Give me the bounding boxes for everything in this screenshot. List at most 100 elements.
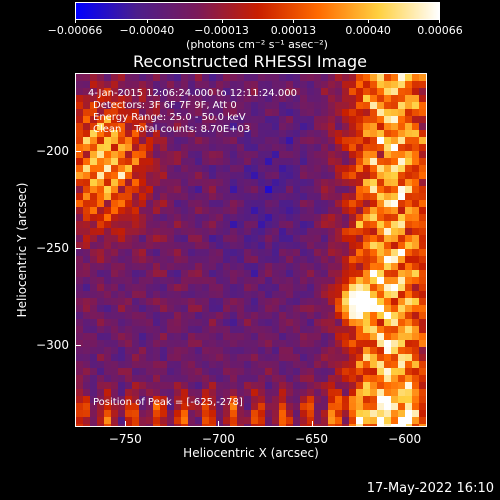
heatmap-cell [314, 277, 322, 285]
heatmap-cell [188, 340, 196, 348]
heatmap-cell [132, 277, 140, 285]
heatmap-cell [230, 172, 238, 180]
heatmap-cell [307, 228, 315, 236]
heatmap-cell [412, 361, 420, 369]
heatmap-cell [279, 249, 287, 257]
heatmap-cell [153, 382, 161, 390]
heatmap-cell [286, 137, 294, 145]
heatmap-cell [188, 298, 196, 306]
heatmap-cell [202, 200, 210, 208]
heatmap-cell [195, 410, 203, 418]
heatmap-cell [188, 326, 196, 334]
heatmap-cell [202, 221, 210, 229]
heatmap-cell [398, 137, 406, 145]
heatmap-cell [223, 130, 231, 138]
heatmap-cell [321, 417, 329, 425]
heatmap-cell [195, 158, 203, 166]
heatmap-cell [76, 137, 84, 145]
heatmap-cell [272, 88, 280, 96]
heatmap-cell [223, 326, 231, 334]
heatmap-cell [167, 347, 175, 355]
heatmap-cell [244, 417, 252, 425]
heatmap-cell [118, 137, 126, 145]
heatmap-cell [90, 312, 98, 320]
heatmap-cell [146, 403, 154, 411]
heatmap-cell [384, 249, 392, 257]
heatmap-cell [181, 186, 189, 194]
heatmap-cell [300, 200, 308, 208]
heatmap-cell [244, 88, 252, 96]
heatmap-cell [300, 410, 308, 418]
heatmap-cell [335, 410, 343, 418]
heatmap-cell [307, 256, 315, 264]
heatmap-cell [419, 333, 426, 341]
heatmap-cell [83, 242, 91, 250]
heatmap-cell [230, 361, 238, 369]
heatmap-cell [398, 144, 406, 152]
heatmap-cell [174, 95, 182, 103]
heatmap-cell [419, 193, 426, 201]
heatmap-cell [300, 235, 308, 243]
heatmap-cell [265, 102, 273, 110]
heatmap-cell [377, 88, 385, 96]
heatmap-cell [279, 179, 287, 187]
heatmap-cell [293, 417, 301, 425]
heatmap-cell [230, 333, 238, 341]
heatmap-cell [139, 137, 147, 145]
heatmap-cell [174, 221, 182, 229]
heatmap-cell [356, 214, 364, 222]
heatmap-cell [356, 284, 364, 292]
heatmap-cell [237, 312, 245, 320]
heatmap-cell [363, 235, 371, 243]
heatmap-cell [293, 130, 301, 138]
heatmap-cell [307, 375, 315, 383]
heatmap-cell [314, 291, 322, 299]
heatmap-cell [258, 88, 266, 96]
heatmap-cell [83, 368, 91, 376]
heatmap-cell [209, 235, 217, 243]
heatmap-cell [97, 207, 105, 215]
heatmap-cell [286, 333, 294, 341]
heatmap-cell [195, 172, 203, 180]
heatmap-cell [398, 284, 406, 292]
heatmap-cell [188, 88, 196, 96]
heatmap-cell [370, 235, 378, 243]
heatmap-cell [279, 312, 287, 320]
heatmap-cell [97, 228, 105, 236]
heatmap-cell [132, 151, 140, 159]
heatmap-cell [111, 165, 119, 173]
heatmap-cell [146, 130, 154, 138]
heatmap-cell [195, 88, 203, 96]
heatmap-cell [160, 179, 168, 187]
heatmap-cell [419, 95, 426, 103]
heatmap-cell [363, 179, 371, 187]
heatmap-cell [104, 144, 112, 152]
heatmap-cell [391, 165, 399, 173]
heatmap-cell [90, 200, 98, 208]
heatmap-cell [272, 361, 280, 369]
heatmap-cell [307, 158, 315, 166]
heatmap-cell [237, 298, 245, 306]
heatmap-cell [279, 193, 287, 201]
heatmap-cell [363, 116, 371, 124]
heatmap-cell [195, 179, 203, 187]
heatmap-cell [104, 109, 112, 117]
heatmap-cell [307, 410, 315, 418]
heatmap-cell [363, 95, 371, 103]
heatmap-cell [251, 347, 259, 355]
heatmap-cell [146, 277, 154, 285]
heatmap-cell [104, 403, 112, 411]
heatmap-cell [300, 193, 308, 201]
heatmap-cell [370, 102, 378, 110]
heatmap-cell [384, 95, 392, 103]
heatmap-cell [132, 256, 140, 264]
heatmap-cell [146, 207, 154, 215]
heatmap-cell [349, 74, 357, 82]
heatmap-cell [328, 417, 336, 425]
heatmap-cell [181, 81, 189, 89]
heatmap-cell [230, 88, 238, 96]
heatmap-cell [237, 158, 245, 166]
heatmap-cell [356, 270, 364, 278]
heatmap-cell [349, 158, 357, 166]
heatmap-cell [391, 179, 399, 187]
